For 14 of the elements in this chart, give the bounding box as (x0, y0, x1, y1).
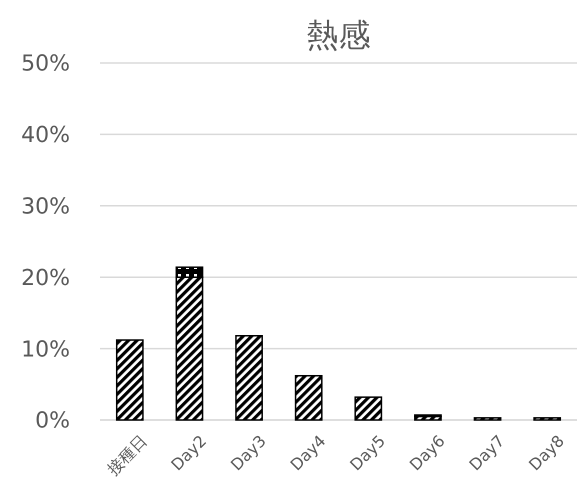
bar (294, 374, 323, 421)
y-tick-label: 20% (21, 266, 70, 291)
x-tick-label: 接種日 (103, 431, 151, 479)
bar (474, 417, 502, 421)
bar (354, 396, 382, 421)
y-tick-label: 10% (21, 337, 70, 362)
y-tick-label: 50% (21, 52, 70, 77)
y-tick-label: 30% (21, 194, 70, 220)
bar (235, 335, 263, 421)
y-tick-label: 0% (35, 408, 70, 434)
chart-title: 熱感 (306, 16, 370, 54)
y-tick-label: 40% (21, 123, 70, 148)
bar (116, 339, 144, 421)
bar (533, 417, 562, 421)
